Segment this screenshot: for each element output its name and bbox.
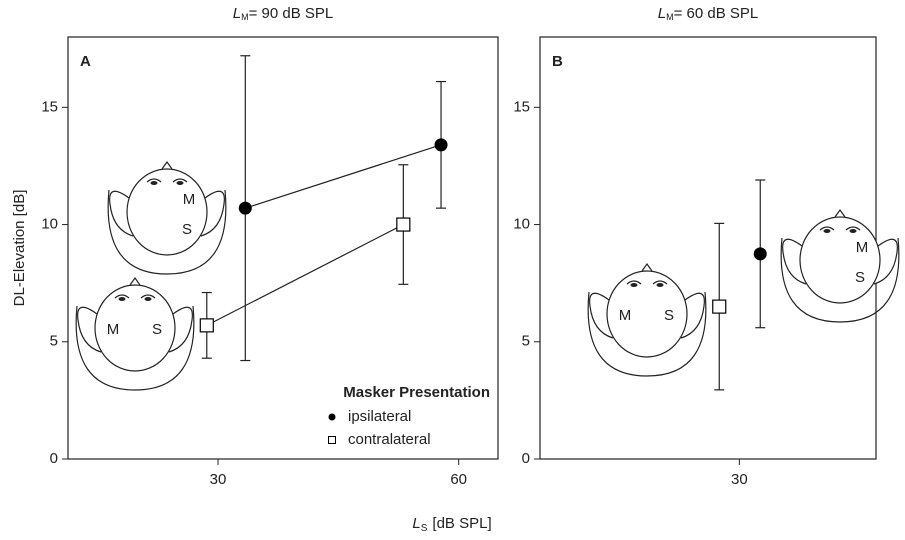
y-tick-label: 5 — [50, 333, 58, 350]
panel-title: LM= 90 dB SPL — [233, 5, 334, 22]
eye — [823, 229, 831, 233]
ear-right — [200, 190, 225, 237]
title-sub: M — [666, 12, 674, 22]
y-tick-label: 0 — [522, 450, 530, 467]
ear-left — [77, 306, 102, 353]
eye — [176, 181, 184, 185]
head-shoulders — [587, 291, 707, 377]
head-label: S — [855, 269, 865, 286]
y-tick-label: 0 — [50, 450, 58, 467]
point — [396, 217, 411, 232]
head-label: M — [107, 321, 120, 338]
head — [799, 216, 881, 304]
y-tick-label: 5 — [522, 333, 530, 350]
head-shoulders — [75, 305, 195, 391]
ear-left — [782, 238, 807, 285]
ear-right — [680, 292, 705, 339]
head-shoulders — [780, 237, 900, 323]
x-tick-label: 60 — [450, 471, 467, 488]
eye — [849, 229, 857, 233]
nose — [641, 262, 653, 272]
y-tick-label: 10 — [41, 216, 58, 233]
head — [94, 284, 176, 372]
legend-title: Masker Presentation — [343, 384, 490, 401]
x-tick-label: 30 — [210, 471, 227, 488]
x-tick-label: 30 — [731, 471, 748, 488]
title-var: L — [658, 5, 666, 22]
head — [606, 270, 688, 358]
ear-right — [873, 238, 898, 285]
ear-left — [589, 292, 614, 339]
point — [434, 138, 448, 152]
head-label: M — [183, 191, 196, 208]
title-text: = 90 dB SPL — [249, 5, 334, 22]
head-shoulders — [107, 189, 227, 275]
head-label: S — [182, 221, 192, 238]
x-label-text: [dB SPL] — [432, 515, 491, 532]
plot-frame — [67, 36, 499, 460]
eye — [656, 283, 664, 287]
point — [199, 318, 214, 333]
y-tick-label: 15 — [513, 98, 530, 115]
x-label-var: L — [412, 515, 420, 532]
head-label: M — [856, 239, 869, 256]
head-label: M — [619, 307, 632, 324]
series-line — [245, 144, 442, 209]
head-label: S — [664, 307, 674, 324]
point — [712, 299, 727, 314]
eyebrow — [140, 294, 156, 299]
panel-title: LM= 60 dB SPL — [658, 5, 759, 22]
panel-letter: A — [80, 53, 91, 70]
title-text: = 60 dB SPL — [674, 5, 759, 22]
head — [126, 168, 208, 256]
eyebrow — [626, 280, 642, 285]
legend-label: ipsilateral — [348, 408, 411, 425]
x-axis-label: LS [dB SPL] — [412, 515, 491, 534]
y-tick-label: 10 — [513, 216, 530, 233]
legend-marker — [328, 436, 336, 444]
eye — [150, 181, 158, 185]
head-label: S — [152, 321, 162, 338]
point — [238, 201, 252, 215]
title-sub: M — [241, 12, 249, 22]
eye — [144, 297, 152, 301]
eyebrow — [819, 226, 835, 231]
x-label-sub: S — [421, 523, 428, 534]
eyebrow — [845, 226, 861, 231]
series-line — [206, 224, 404, 326]
nose — [834, 208, 846, 218]
eyebrow — [146, 178, 162, 183]
nose — [161, 160, 173, 170]
eyebrow — [114, 294, 130, 299]
eyebrow — [172, 178, 188, 183]
y-tick-label: 15 — [41, 98, 58, 115]
panel-letter: B — [552, 53, 563, 70]
eyebrow — [652, 280, 668, 285]
eye — [118, 297, 126, 301]
y-axis-label: DL-Elevation [dB] — [11, 190, 28, 307]
legend-marker — [328, 413, 336, 421]
title-var: L — [233, 5, 241, 22]
point — [753, 247, 767, 261]
legend-label: contralateral — [348, 431, 431, 448]
ear-left — [109, 190, 134, 237]
eye — [630, 283, 638, 287]
ear-right — [168, 306, 193, 353]
nose — [129, 276, 141, 286]
